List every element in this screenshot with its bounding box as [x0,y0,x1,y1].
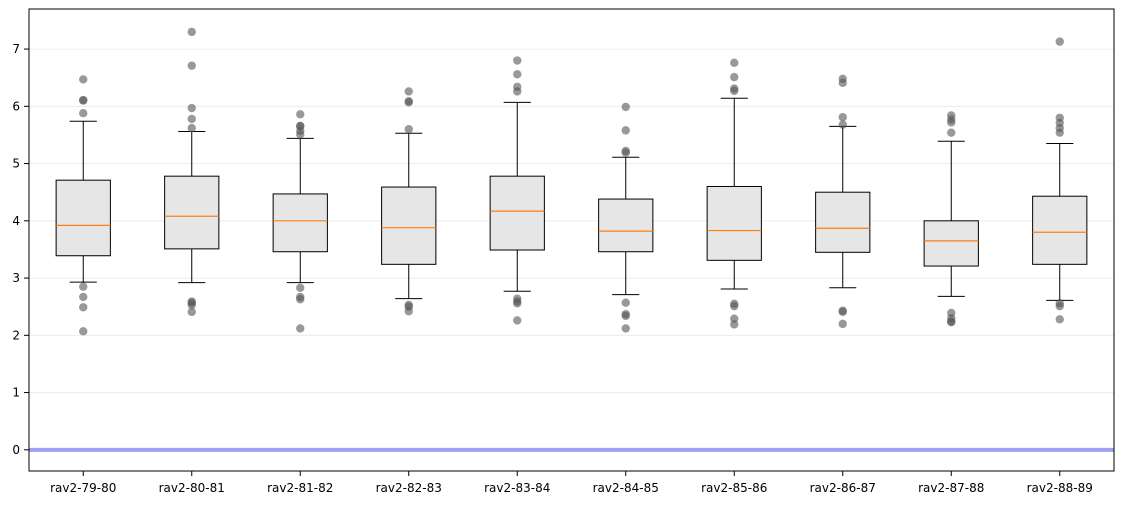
x-tick-label: rav2-86-87 [810,481,876,495]
outlier-point [730,320,739,329]
outlier-point [621,311,630,321]
outlier-point [404,96,413,106]
x-tick-label: rav2-82-83 [376,481,442,495]
outlier-point [296,295,305,304]
plot-frame [28,8,1115,472]
outlier-point [621,146,630,156]
outlier-point [79,95,88,105]
outlier-point [296,121,305,130]
outlier-point [513,82,522,92]
iqr-box [489,175,545,251]
iqr-box [164,175,220,250]
y-tick-label: 3 [12,271,20,285]
y-tick-label: 0 [12,443,20,457]
outlier-point [187,27,196,37]
box-rav2-79-80 [55,120,111,283]
x-tick-label: rav2-84-85 [593,481,659,495]
boxes-layer [55,97,1088,301]
y-axis: 0 1 2 3 4 5 6 7 [12,42,29,457]
x-tick-label: rav2-80-81 [159,481,225,495]
outlier-point [187,61,196,70]
outlier-point [621,298,630,307]
outlier-point [621,126,630,135]
outlier-point [621,324,630,333]
outlier-point [187,114,196,124]
box-rav2-82-83 [381,132,437,300]
x-tick-label: rav2-88-89 [1027,481,1093,495]
outlier-point [730,72,739,82]
outlier-point [838,307,847,317]
outlier-point [79,327,88,336]
x-tick-label: rav2-83-84 [484,481,550,495]
box-rav2-88-89 [1032,143,1088,301]
x-tick-label: rav2-85-86 [701,481,767,495]
outlier-point [296,324,305,333]
box-rav2-80-81 [164,131,220,284]
outlier-point [730,301,739,311]
x-axis: rav2-79-80 rav2-80-81 rav2-81-82 rav2-82-83… [50,471,1093,495]
x-tick-label: rav2-79-80 [50,481,116,495]
outlier-point [404,307,413,316]
iqr-box [55,179,111,257]
outlier-point [513,56,522,65]
x-tick-label: rav2-81-82 [267,481,333,495]
outlier-point [404,125,413,134]
y-tick-label: 4 [12,214,20,228]
outlier-point [838,120,847,129]
outlier-point [1055,301,1064,311]
iqr-box [923,220,979,267]
box-rav2-86-87 [815,125,871,289]
outlier-point [404,87,413,96]
outlier-point [1055,315,1064,324]
outlier-point [187,123,196,133]
outlier-point [296,110,305,119]
outlier-point [947,111,956,120]
outlier-point [1055,113,1064,122]
x-tick-label: rav2-87-88 [918,481,984,495]
outlier-point [79,282,88,291]
outlier-point [79,303,88,312]
outlier-point [513,299,522,308]
outlier-point [1055,37,1064,46]
iqr-box [815,191,871,253]
y-tick-label: 5 [12,157,20,171]
y-tick-label: 7 [12,42,20,56]
outlier-point [838,113,847,122]
y-tick-label: 1 [12,386,20,400]
outlier-point [79,108,88,118]
outlier-point [947,317,956,327]
outlier-point [187,307,196,317]
box-rav2-87-88 [923,140,979,297]
outlier-point [187,103,196,113]
outlier-point [730,58,739,68]
y-tick-label: 6 [12,99,20,113]
outlier-point [296,283,305,293]
outlier-point [513,70,522,79]
y-tick-label: 2 [12,328,20,342]
box-rav2-81-82 [272,137,328,284]
outlier-point [838,319,847,329]
outlier-point [79,75,88,84]
outlier-point [513,316,522,325]
outlier-point [730,84,739,93]
iqr-box [1032,195,1088,265]
box-rav2-83-84 [489,101,545,292]
iqr-box [598,198,654,253]
box-rav2-85-86 [706,97,762,290]
outliers-layer [79,27,1064,336]
outlier-point [79,292,88,302]
iqr-box [272,193,328,253]
iqr-box [381,186,437,265]
box-rav2-84-85 [598,156,654,296]
outlier-point [838,74,847,84]
iqr-box [706,185,762,261]
outlier-point [947,128,956,137]
outlier-point [187,297,196,306]
outlier-point [621,102,630,112]
